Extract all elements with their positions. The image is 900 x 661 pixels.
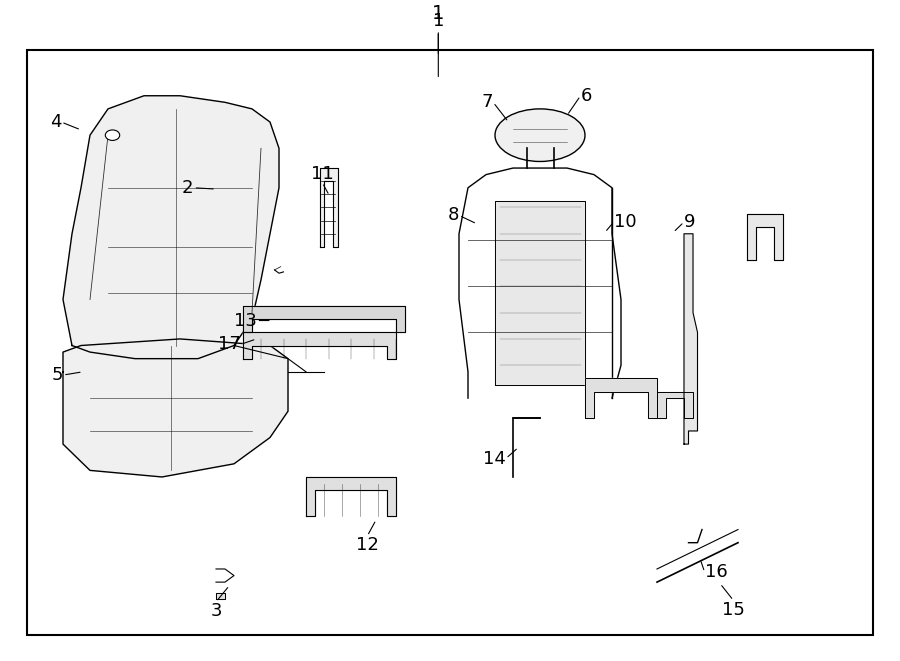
Text: 9: 9 [684, 213, 696, 231]
Polygon shape [585, 378, 657, 418]
Text: 12: 12 [356, 536, 379, 554]
Text: 2: 2 [182, 178, 194, 197]
Polygon shape [63, 339, 288, 477]
Polygon shape [684, 234, 698, 444]
Polygon shape [243, 306, 405, 332]
Text: 11: 11 [310, 165, 334, 182]
Polygon shape [306, 477, 396, 516]
Text: 14: 14 [483, 449, 506, 467]
Polygon shape [495, 201, 585, 385]
Text: 1: 1 [432, 5, 445, 23]
Polygon shape [320, 168, 338, 247]
Polygon shape [216, 593, 225, 600]
Polygon shape [747, 214, 783, 260]
Text: 15: 15 [722, 601, 745, 619]
Text: 1: 1 [433, 12, 444, 30]
Text: 6: 6 [580, 87, 592, 104]
Text: 7: 7 [482, 93, 493, 111]
Polygon shape [243, 332, 396, 359]
Text: 3: 3 [211, 602, 221, 620]
Text: 16: 16 [705, 563, 727, 581]
Text: 10: 10 [614, 213, 636, 231]
Text: 13: 13 [234, 311, 256, 330]
Text: 8: 8 [447, 206, 459, 224]
Ellipse shape [495, 109, 585, 161]
Polygon shape [657, 391, 693, 418]
Text: 4: 4 [50, 113, 61, 131]
Text: 5: 5 [51, 366, 63, 384]
Text: 17: 17 [219, 335, 241, 353]
Circle shape [105, 130, 120, 140]
Polygon shape [63, 96, 279, 359]
